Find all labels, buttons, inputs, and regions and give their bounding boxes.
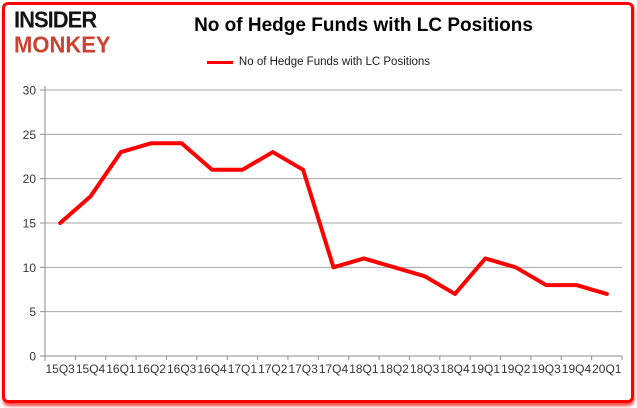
- y-tick-label: 0: [29, 350, 36, 364]
- y-tick-label: 10: [23, 261, 37, 275]
- x-tick-label: 18Q3: [410, 362, 440, 376]
- x-tick-label: 20Q1: [592, 362, 622, 376]
- logo-insider-text: INSIDER: [14, 6, 97, 33]
- x-tick-label: 16Q3: [167, 362, 197, 376]
- y-tick-label: 15: [23, 217, 37, 231]
- x-tick-label: 19Q1: [471, 362, 501, 376]
- x-tick-label: 19Q4: [562, 362, 592, 376]
- series-line: [58, 141, 609, 296]
- x-tick-label: 15Q3: [46, 362, 76, 376]
- x-tick-label: 18Q2: [380, 362, 410, 376]
- insider-monkey-logo: INSIDER MONKEY: [14, 6, 111, 58]
- x-tick-label: 17Q3: [288, 362, 318, 376]
- y-tick-label: 30: [23, 84, 37, 98]
- y-tick-label: 20: [23, 172, 37, 186]
- x-tick-label: 19Q3: [531, 362, 561, 376]
- x-tick-label: 15Q4: [76, 362, 106, 376]
- x-tick-label: 18Q4: [440, 362, 470, 376]
- x-tick-label: 17Q1: [228, 362, 258, 376]
- x-tick-label: 16Q4: [197, 362, 227, 376]
- x-tick-label: 19Q2: [501, 362, 531, 376]
- logo-monkey-text: MONKEY: [14, 31, 111, 58]
- legend-line-marker: [206, 60, 233, 64]
- y-tick-label: 25: [23, 128, 37, 142]
- x-tick-label: 17Q2: [258, 362, 288, 376]
- legend: No of Hedge Funds with LC Positions: [0, 56, 637, 68]
- x-tick-label: 17Q4: [319, 362, 349, 376]
- legend-label: No of Hedge Funds with LC Positions: [238, 56, 431, 68]
- x-tick-label: 16Q1: [106, 362, 136, 376]
- y-tick-label: 5: [29, 305, 36, 319]
- x-tick-label: 16Q2: [137, 362, 167, 376]
- chart-title: No of Hedge Funds with LC Positions: [194, 15, 533, 36]
- x-tick-label: 18Q1: [349, 362, 379, 376]
